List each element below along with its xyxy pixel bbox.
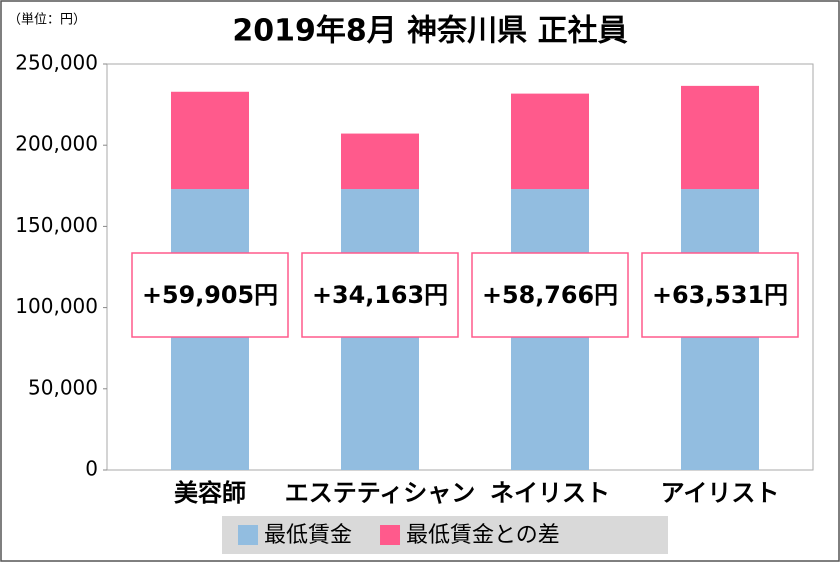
bar-segment — [511, 93, 589, 190]
value-label: +63,531円 — [652, 281, 788, 309]
y-tick-label: 50,000 — [28, 375, 98, 399]
y-tick-label: 0 — [85, 457, 98, 481]
x-tick-label: 美容師 — [174, 479, 246, 507]
legend-swatch — [238, 525, 258, 545]
value-label: +58,766円 — [482, 281, 618, 309]
x-tick-label: エステティシャン — [285, 479, 476, 507]
label-box — [471, 252, 629, 338]
legend-box — [222, 516, 668, 554]
bar-segment — [341, 133, 419, 190]
label-box — [301, 252, 459, 338]
y-tick-label: 100,000 — [15, 294, 98, 318]
label-box — [641, 252, 799, 338]
x-tick-label: ネイリスト — [490, 479, 610, 507]
plot-frame — [106, 63, 814, 471]
x-tick-label: アイリスト — [661, 479, 780, 507]
chart-title: 2019年8月 神奈川県 正社員 — [232, 14, 627, 49]
unit-label: （単位：円） — [8, 12, 86, 28]
bar-segment — [681, 85, 759, 190]
legend-swatch — [380, 525, 401, 545]
legend-label: 最低賃金 — [264, 523, 352, 548]
bar-segment — [171, 91, 249, 190]
y-tick-label: 250,000 — [15, 51, 98, 75]
y-tick-label: 150,000 — [15, 213, 98, 237]
label-box — [131, 252, 289, 338]
value-label: +34,163円 — [312, 281, 448, 309]
y-tick-label: 200,000 — [15, 132, 98, 156]
legend-label: 最低賃金との差 — [406, 523, 560, 548]
value-label: +59,905円 — [142, 281, 278, 309]
